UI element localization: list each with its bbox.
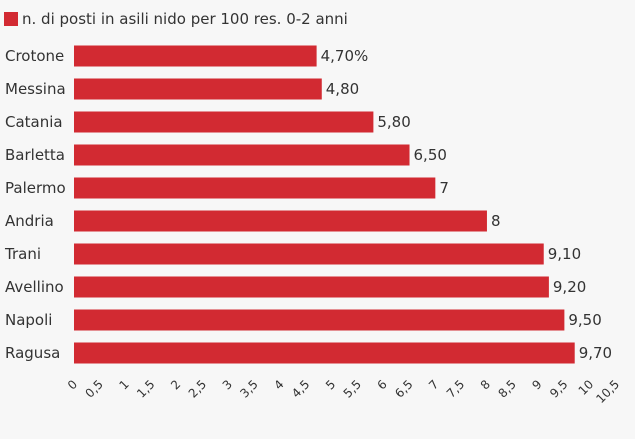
x-tick-label: 9 xyxy=(529,377,544,392)
x-tick-label: 5,5 xyxy=(341,377,364,400)
category-label: Palermo xyxy=(5,179,66,197)
bar xyxy=(74,210,487,232)
x-tick-label: 10 xyxy=(576,377,597,398)
category-label: Messina xyxy=(5,80,66,98)
x-tick-label: 3,5 xyxy=(237,377,260,400)
x-tick-label: 2,5 xyxy=(186,377,209,400)
value-label: 7 xyxy=(439,179,449,197)
x-tick-label: 1 xyxy=(116,377,131,392)
legend-swatch xyxy=(4,12,18,26)
x-tick-label: 2 xyxy=(168,377,183,392)
value-label: 9,70 xyxy=(579,344,612,362)
x-tick-label: 6,5 xyxy=(392,377,415,400)
x-tick-label: 7,5 xyxy=(444,377,467,400)
x-tick-label: 0,5 xyxy=(83,377,106,400)
x-tick-label: 0 xyxy=(65,377,80,392)
category-label: Avellino xyxy=(5,278,64,296)
x-tick-label: 5 xyxy=(323,377,338,392)
x-tick-label: 3 xyxy=(220,377,235,392)
bar xyxy=(74,177,436,199)
x-tick-label: 6 xyxy=(375,377,390,392)
x-axis: 0 0,5 1 1,5 2 2,5 3 3,5 4 4,5 5 5,5 6 6,5 7 7,5 8 8,5 9 9,5… xyxy=(65,377,622,406)
value-label: 8 xyxy=(491,212,501,230)
x-tick-label: 10,5 xyxy=(593,377,622,406)
category-label: Napoli xyxy=(5,311,52,329)
bar xyxy=(74,144,410,166)
value-label: 6,50 xyxy=(414,146,447,164)
value-label: 5,80 xyxy=(377,113,410,131)
category-label: Ragusa xyxy=(5,344,60,362)
bar xyxy=(74,78,322,100)
category-label: Barletta xyxy=(5,146,65,164)
category-label: Catania xyxy=(5,113,63,131)
value-label: 9,50 xyxy=(568,311,601,329)
x-tick-label: 4 xyxy=(271,377,286,392)
value-label: 9,10 xyxy=(548,245,581,263)
bar xyxy=(74,276,549,298)
bar xyxy=(74,309,565,331)
x-tick-label: 4,5 xyxy=(289,377,312,400)
bar xyxy=(74,45,317,67)
category-label: Trani xyxy=(4,245,41,263)
x-tick-label: 8,5 xyxy=(495,377,518,400)
bar xyxy=(74,342,575,364)
legend-label: n. di posti in asili nido per 100 res. 0… xyxy=(22,10,348,28)
category-label: Andria xyxy=(5,212,54,230)
value-label: 4,70% xyxy=(321,47,369,65)
value-label: 4,80 xyxy=(326,80,359,98)
bar xyxy=(74,243,544,265)
x-tick-label: 1,5 xyxy=(134,377,157,400)
legend: n. di posti in asili nido per 100 res. 0… xyxy=(4,10,348,28)
x-tick-label: 9,5 xyxy=(547,377,570,400)
x-tick-label: 7 xyxy=(426,377,441,392)
x-tick-label: 8 xyxy=(478,377,493,392)
bar xyxy=(74,111,374,133)
category-label: Crotone xyxy=(5,47,64,65)
bars-group: Crotone 4,70% Messina 4,80 Catania 5,80 Barlet… xyxy=(4,45,612,364)
value-label: 9,20 xyxy=(553,278,586,296)
